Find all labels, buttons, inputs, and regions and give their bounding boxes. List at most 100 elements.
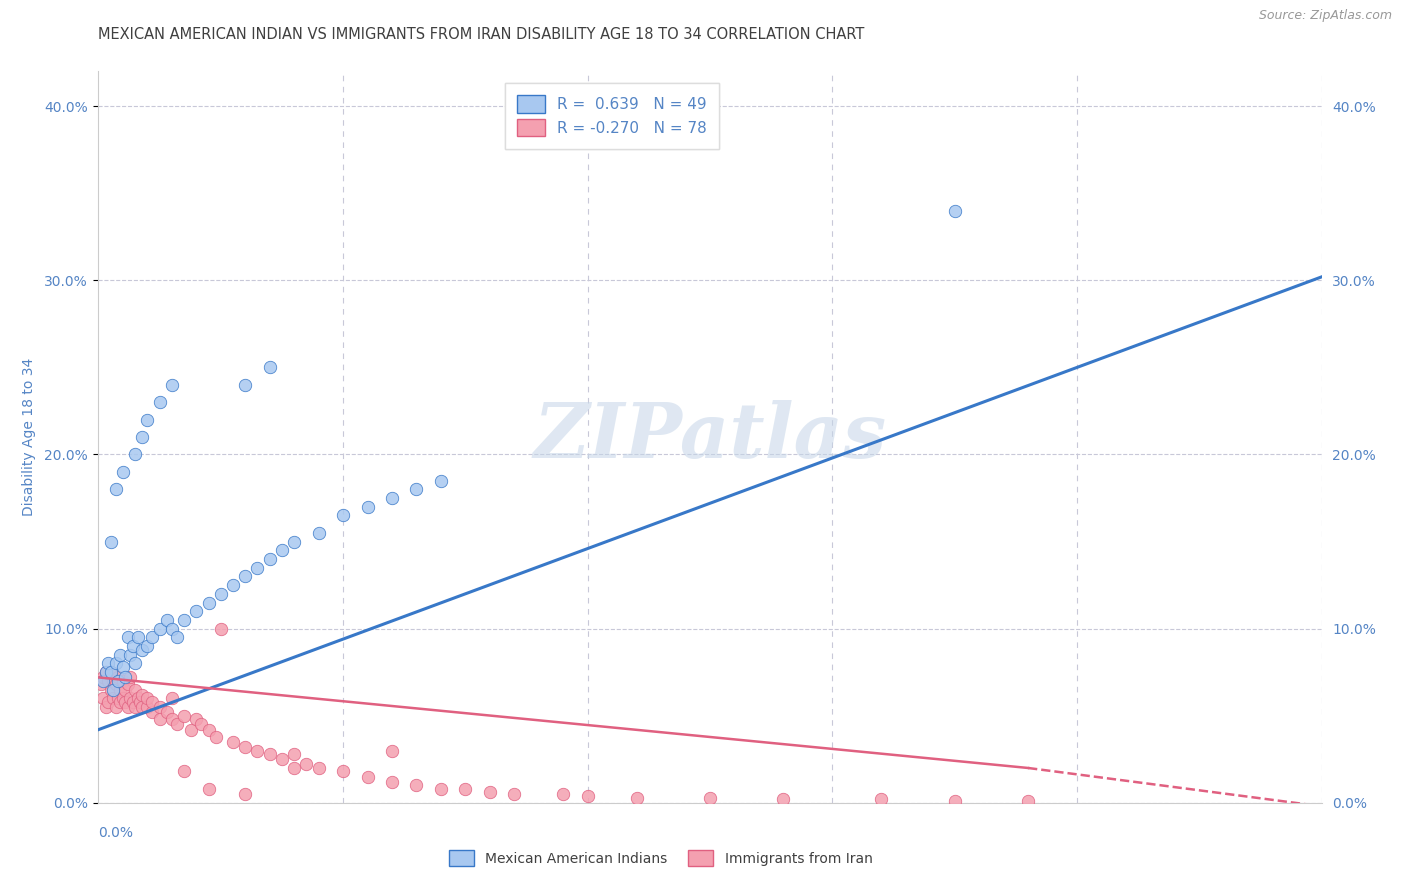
Point: [454, 781, 477, 796]
Point: [197, 723, 219, 737]
Point: [1017, 794, 1039, 808]
Point: [141, 705, 163, 719]
Point: [90, 677, 112, 691]
Point: [283, 534, 305, 549]
Point: [156, 613, 179, 627]
Point: [100, 534, 122, 549]
Point: [503, 787, 526, 801]
Point: [104, 677, 127, 691]
Point: [120, 670, 142, 684]
Point: [104, 700, 127, 714]
Point: [94, 700, 117, 714]
Point: [111, 691, 134, 706]
Point: [308, 525, 330, 540]
Point: [222, 735, 245, 749]
Point: [173, 764, 195, 779]
Point: [626, 790, 648, 805]
Point: [129, 695, 152, 709]
Point: [101, 691, 124, 706]
Point: [110, 682, 132, 697]
Y-axis label: Disability Age 18 to 34: Disability Age 18 to 34: [22, 358, 35, 516]
Point: [870, 792, 893, 806]
Point: [205, 730, 228, 744]
Point: [91, 673, 114, 688]
Point: [166, 631, 188, 645]
Point: [381, 491, 404, 505]
Point: [120, 691, 142, 706]
Point: [110, 648, 132, 662]
Point: [107, 670, 129, 684]
Text: ZIPatlas: ZIPatlas: [533, 401, 887, 474]
Point: [117, 677, 139, 691]
Point: [97, 673, 120, 688]
Point: [430, 781, 453, 796]
Point: [259, 360, 281, 375]
Point: [91, 691, 114, 706]
Point: [160, 622, 183, 636]
Point: [124, 700, 146, 714]
Point: [166, 717, 188, 731]
Point: [124, 682, 146, 697]
Point: [332, 508, 354, 523]
Point: [405, 483, 427, 497]
Point: [699, 790, 721, 805]
Point: [173, 613, 195, 627]
Point: [149, 712, 172, 726]
Point: [160, 691, 183, 706]
Point: [127, 691, 149, 706]
Point: [121, 695, 143, 709]
Point: [100, 665, 122, 680]
Point: [117, 631, 139, 645]
Point: [114, 682, 136, 697]
Point: [120, 648, 142, 662]
Point: [149, 700, 172, 714]
Point: [209, 587, 232, 601]
Point: [131, 642, 153, 657]
Point: [772, 792, 794, 806]
Point: [114, 695, 136, 709]
Point: [136, 639, 159, 653]
Legend: Mexican American Indians, Immigrants from Iran: Mexican American Indians, Immigrants fro…: [440, 840, 882, 876]
Point: [295, 757, 318, 772]
Point: [136, 691, 159, 706]
Point: [270, 752, 294, 766]
Text: MEXICAN AMERICAN INDIAN VS IMMIGRANTS FROM IRAN DISABILITY AGE 18 TO 34 CORRELAT: MEXICAN AMERICAN INDIAN VS IMMIGRANTS FR…: [98, 27, 865, 42]
Point: [111, 660, 134, 674]
Point: [104, 483, 127, 497]
Point: [576, 789, 599, 803]
Point: [110, 695, 132, 709]
Point: [114, 670, 136, 684]
Text: Source: ZipAtlas.com: Source: ZipAtlas.com: [1258, 9, 1392, 22]
Point: [186, 712, 208, 726]
Point: [149, 622, 172, 636]
Point: [180, 723, 202, 737]
Point: [127, 631, 149, 645]
Point: [197, 781, 219, 796]
Point: [222, 578, 245, 592]
Point: [124, 448, 146, 462]
Point: [97, 657, 120, 671]
Point: [381, 775, 404, 789]
Point: [197, 595, 219, 609]
Point: [141, 631, 163, 645]
Point: [283, 761, 305, 775]
Point: [94, 665, 117, 680]
Point: [141, 695, 163, 709]
Legend: R =  0.639   N = 49, R = -0.270   N = 78: R = 0.639 N = 49, R = -0.270 N = 78: [505, 83, 718, 148]
Point: [94, 665, 117, 680]
Text: 0.0%: 0.0%: [98, 826, 134, 840]
Point: [190, 717, 212, 731]
Point: [111, 465, 134, 479]
Point: [356, 770, 378, 784]
Point: [233, 569, 256, 583]
Point: [405, 778, 427, 792]
Point: [100, 682, 122, 697]
Point: [160, 712, 183, 726]
Point: [233, 377, 256, 392]
Point: [308, 761, 330, 775]
Point: [111, 673, 134, 688]
Point: [381, 743, 404, 757]
Point: [131, 700, 153, 714]
Point: [283, 747, 305, 761]
Point: [186, 604, 208, 618]
